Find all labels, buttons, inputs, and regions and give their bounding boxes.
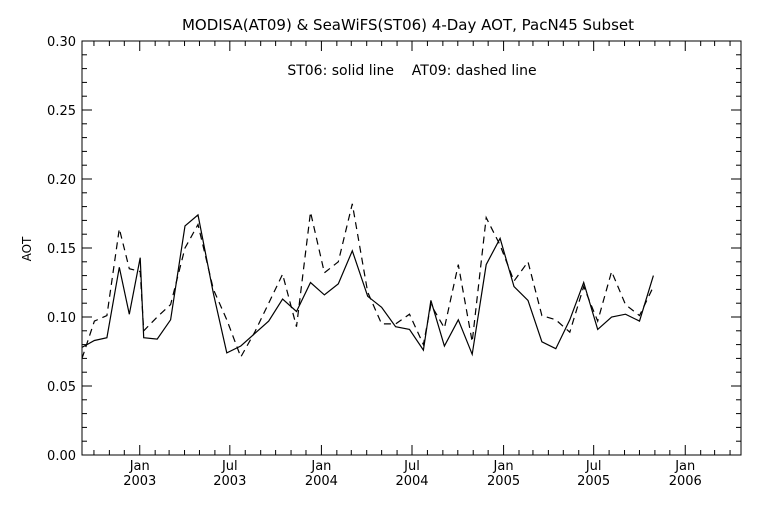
x-tick-year-label: 2003 xyxy=(123,474,156,489)
x-tick-year-label: 2004 xyxy=(305,474,338,489)
legend-annotation: ST06: solid line AT09: dashed line xyxy=(287,63,536,79)
y-tick-label: 0.00 xyxy=(47,449,76,464)
y-tick-label: 0.05 xyxy=(47,380,76,395)
x-tick-month-label: Jan xyxy=(310,459,331,474)
y-tick-label: 0.15 xyxy=(47,242,76,257)
x-tick-month-label: Jul xyxy=(585,459,602,474)
y-tick-label: 0.20 xyxy=(47,173,76,188)
x-tick-month-label: Jan xyxy=(674,459,695,474)
x-tick-month-label: Jul xyxy=(221,459,238,474)
x-tick-year-label: 2003 xyxy=(213,474,246,489)
series-line-at09 xyxy=(81,203,654,359)
x-tick-month-label: Jul xyxy=(403,459,420,474)
x-tick-month-label: Jan xyxy=(493,459,514,474)
y-axis-label: AOT xyxy=(20,236,34,261)
y-tick-label: 0.10 xyxy=(47,311,76,326)
x-tick-year-label: 2004 xyxy=(395,474,428,489)
axis-ticks: 0.000.050.100.150.200.250.30Jan2003Jul20… xyxy=(47,35,741,489)
x-tick-year-label: 2005 xyxy=(577,474,610,489)
x-tick-year-label: 2006 xyxy=(669,474,702,489)
y-tick-label: 0.25 xyxy=(47,104,76,119)
series-line-st06 xyxy=(81,213,654,357)
chart-title: MODISA(AT09) & SeaWiFS(ST06) 4-Day AOT, … xyxy=(182,16,634,34)
x-tick-month-label: Jan xyxy=(129,459,150,474)
y-tick-label: 0.30 xyxy=(47,35,76,50)
series-lines xyxy=(81,203,654,359)
x-tick-year-label: 2005 xyxy=(487,474,520,489)
